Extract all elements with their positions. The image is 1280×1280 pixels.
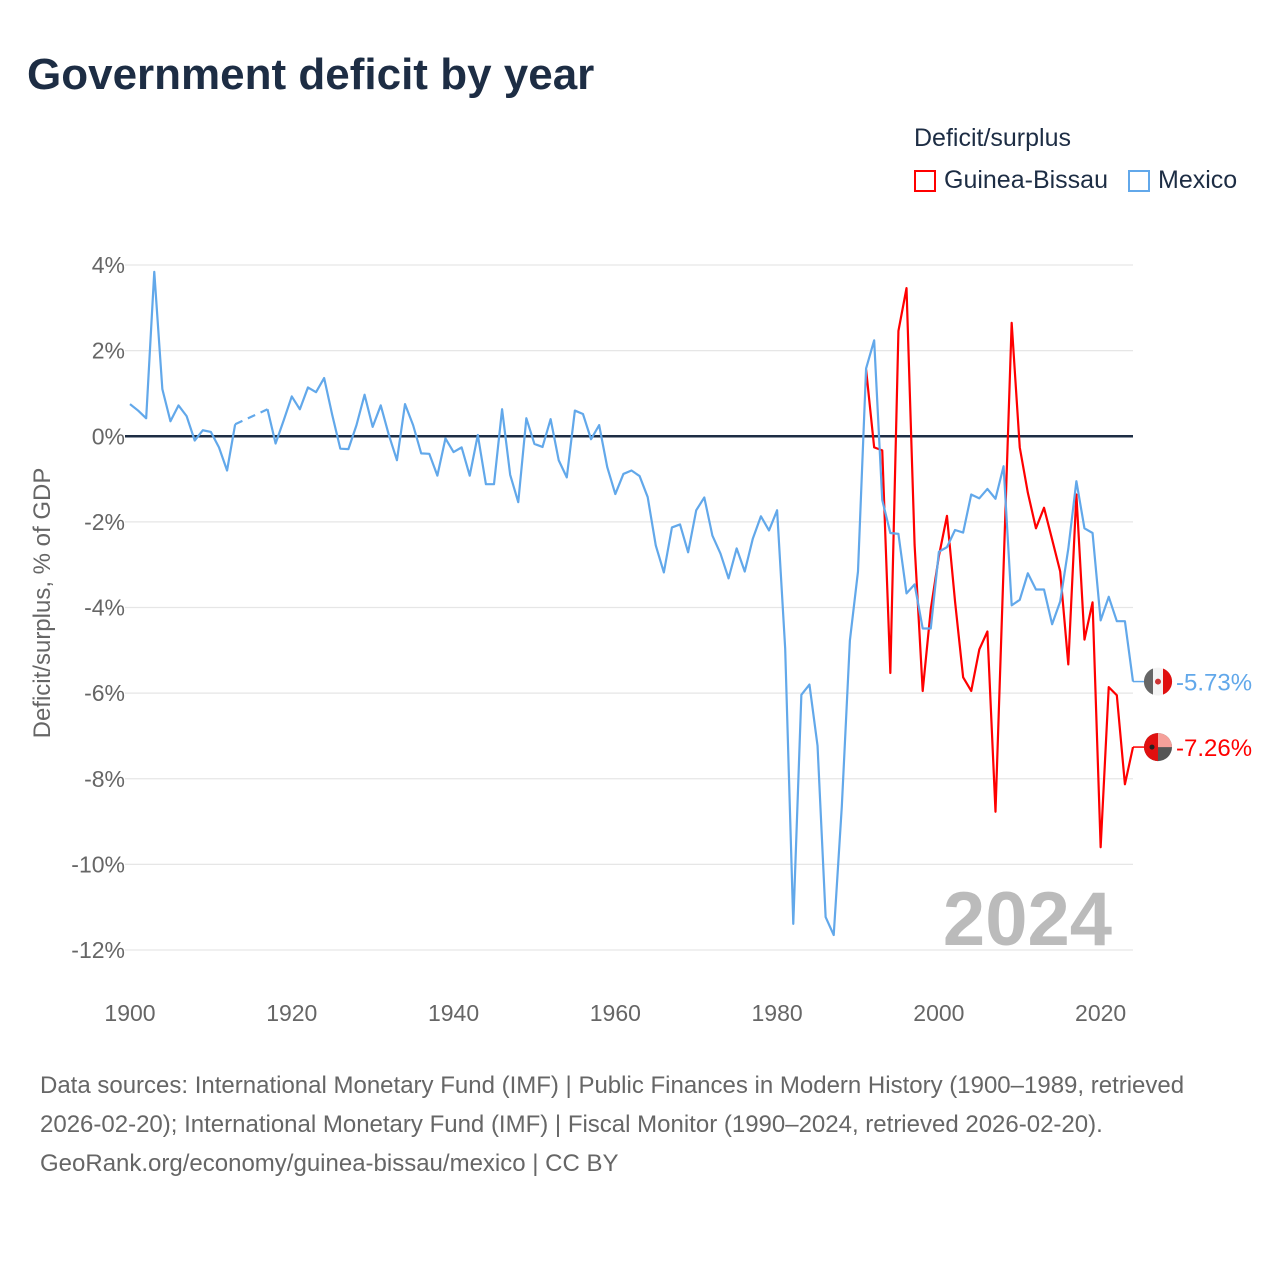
credit-link[interactable]: GeoRank.org/economy/guinea-bissau/mexico… xyxy=(40,1150,619,1177)
x-tick-label: 1900 xyxy=(104,1000,155,1026)
flag-emblem xyxy=(1155,678,1161,685)
series-line-guinea-bissau xyxy=(864,287,1135,849)
x-tick-label: 1940 xyxy=(428,1000,479,1026)
y-tick-label: -10% xyxy=(71,851,125,877)
flag-green-band xyxy=(1143,668,1153,695)
x-tick-label: 1980 xyxy=(752,1000,803,1026)
flag-mexico-icon xyxy=(1143,667,1173,696)
series-gap-mexico xyxy=(234,408,268,426)
legend-label-guinea-bissau: Guinea-Bissau xyxy=(944,166,1108,194)
series-line-mexico xyxy=(129,270,237,472)
y-tick-label: 4% xyxy=(92,252,125,278)
flag-top-band xyxy=(1158,733,1172,748)
x-tick-label: 2020 xyxy=(1075,1000,1126,1026)
line-chart: 4% 2% 0% -2% -4% -6% -8% -10% -12% 1900 1920 1940 19… xyxy=(29,252,1252,1026)
legend-swatch-mexico xyxy=(1128,169,1150,192)
x-tick-label: 1920 xyxy=(266,1000,317,1026)
y-tick-label: 0% xyxy=(92,423,125,449)
y-tick-label: 2% xyxy=(92,338,125,364)
end-label-guinea-bissau: -7.26% xyxy=(1176,735,1252,762)
y-tick-label: -8% xyxy=(84,766,125,792)
x-tick-label: 1960 xyxy=(590,1000,641,1026)
year-watermark: 2024 xyxy=(943,877,1112,962)
footer: Data sources: International Monetary Fun… xyxy=(40,1066,1240,1183)
legend-title: Deficit/surplus xyxy=(914,124,1071,152)
legend-item-guinea-bissau[interactable]: Guinea-Bissau xyxy=(914,166,1108,195)
data-sources: Data sources: International Monetary Fun… xyxy=(40,1072,1185,1138)
legend-item-mexico[interactable]: Mexico xyxy=(1128,166,1237,195)
chart-title: Government deficit by year xyxy=(27,50,595,99)
flag-red-band xyxy=(1163,668,1173,695)
y-axis-label: Deficit/surplus, % of GDP xyxy=(29,468,56,739)
y-tick-label: -2% xyxy=(84,509,125,535)
x-tick-label: 2000 xyxy=(913,1000,964,1026)
flag-star xyxy=(1149,744,1155,750)
legend-swatch-guinea-bissau xyxy=(914,169,936,192)
legend-label-mexico: Mexico xyxy=(1158,166,1238,194)
series-line-mexico xyxy=(266,339,1135,937)
end-label-mexico: -5.73% xyxy=(1176,670,1252,697)
flag-guinea-bissau-icon xyxy=(1144,733,1172,762)
y-tick-label: -12% xyxy=(71,937,125,963)
y-tick-label: -6% xyxy=(84,680,125,706)
y-tick-label: -4% xyxy=(84,595,125,621)
